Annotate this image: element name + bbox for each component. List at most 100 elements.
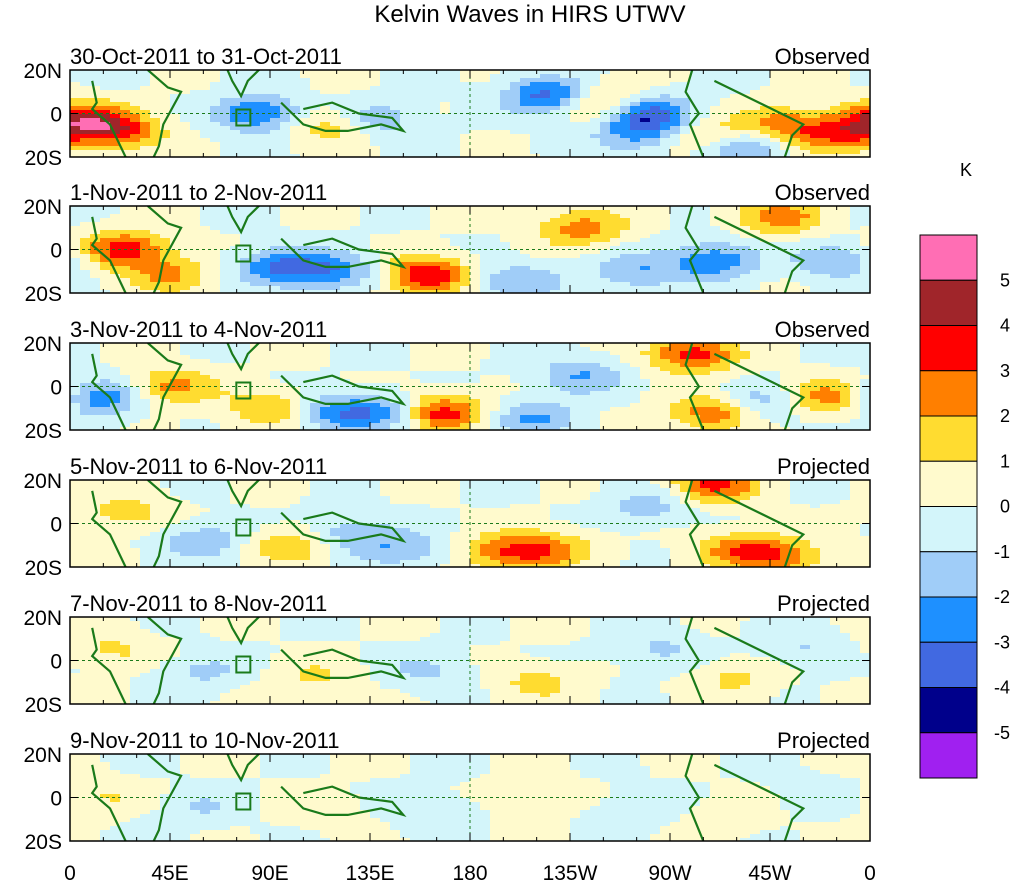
field-cell (440, 226, 451, 231)
field-cell (260, 391, 271, 396)
field-cell (210, 375, 221, 380)
field-cell (640, 106, 651, 111)
field-cell (450, 383, 461, 388)
field-cell (170, 242, 181, 247)
field-cell (760, 278, 771, 283)
field-cell (820, 274, 831, 279)
field-cell (740, 102, 751, 107)
field-cell (860, 286, 870, 291)
field-cell (850, 110, 861, 115)
field-cell (240, 347, 251, 352)
field-cell (660, 367, 671, 372)
field-cell (500, 110, 511, 115)
field-cell (560, 274, 571, 279)
field-cell (80, 222, 91, 227)
field-cell (730, 146, 741, 151)
field-cell (290, 154, 301, 157)
field-cell (740, 242, 751, 247)
field-cell (490, 230, 501, 235)
field-cell (390, 427, 401, 430)
field-cell (700, 90, 711, 95)
field-cell (500, 258, 511, 263)
field-cell (570, 74, 581, 79)
field-cell (70, 102, 81, 107)
field-cell (540, 355, 551, 360)
field-cell (410, 383, 421, 388)
field-cell (190, 262, 201, 267)
field-cell (170, 411, 181, 416)
field-cell (260, 82, 271, 87)
field-cell (140, 407, 151, 412)
field-cell (760, 82, 771, 87)
field-cell (620, 214, 631, 219)
field-cell (90, 403, 101, 408)
field-cell (290, 282, 301, 287)
field-cell (400, 250, 411, 255)
field-cell (580, 218, 591, 223)
field-cell (130, 118, 141, 123)
field-cell (170, 266, 181, 271)
field-cell (670, 122, 681, 127)
field-cell (290, 130, 301, 135)
field-cell (460, 347, 471, 352)
field-cell (360, 134, 371, 139)
field-cell (130, 218, 141, 223)
field-cell (230, 274, 241, 279)
field-cell (210, 78, 221, 83)
field-cell (180, 118, 191, 123)
field-cell (140, 427, 151, 430)
field-cell (630, 106, 641, 111)
field-cell (310, 118, 321, 123)
field-cell (840, 114, 851, 119)
field-cell (330, 343, 341, 348)
field-cell (520, 282, 531, 287)
field-cell (650, 150, 661, 155)
field-cell (240, 363, 251, 368)
field-cell (160, 347, 171, 352)
field-cell (770, 142, 781, 147)
field-cell (520, 226, 531, 231)
field-cell (750, 242, 761, 247)
field-cell (640, 286, 651, 291)
field-cell (820, 250, 831, 255)
field-cell (390, 74, 401, 79)
field-cell (300, 210, 311, 215)
field-cell (180, 94, 191, 99)
field-cell (740, 154, 751, 157)
field-cell (730, 206, 741, 211)
field-cell (800, 78, 811, 83)
field-cell (510, 375, 521, 380)
field-cell (550, 266, 561, 271)
field-cell (630, 122, 641, 127)
field-cell (390, 106, 401, 111)
field-cell (320, 90, 331, 95)
field-cell (80, 242, 91, 247)
field-cell (240, 238, 251, 243)
field-cell (390, 154, 401, 157)
field-cell (710, 222, 721, 227)
field-cell (520, 110, 531, 115)
field-cell (790, 250, 801, 255)
field-cell (420, 282, 431, 287)
field-cell (640, 419, 651, 424)
field-cell (570, 142, 581, 147)
field-cell (710, 90, 721, 95)
field-cell (560, 423, 571, 428)
field-cell (630, 282, 641, 287)
field-cell (860, 214, 870, 219)
field-cell (250, 395, 261, 400)
field-cell (420, 375, 431, 380)
field-cell (200, 270, 211, 275)
field-cell (400, 383, 411, 388)
field-cell (770, 238, 781, 243)
field-cell (150, 407, 161, 412)
field-cell (560, 214, 571, 219)
field-cell (290, 423, 301, 428)
field-cell (250, 102, 261, 107)
field-cell (800, 242, 811, 247)
field-cell (790, 218, 801, 223)
field-cell (360, 138, 371, 143)
field-cell (230, 367, 241, 372)
field-cell (230, 110, 241, 115)
field-cell (180, 274, 191, 279)
